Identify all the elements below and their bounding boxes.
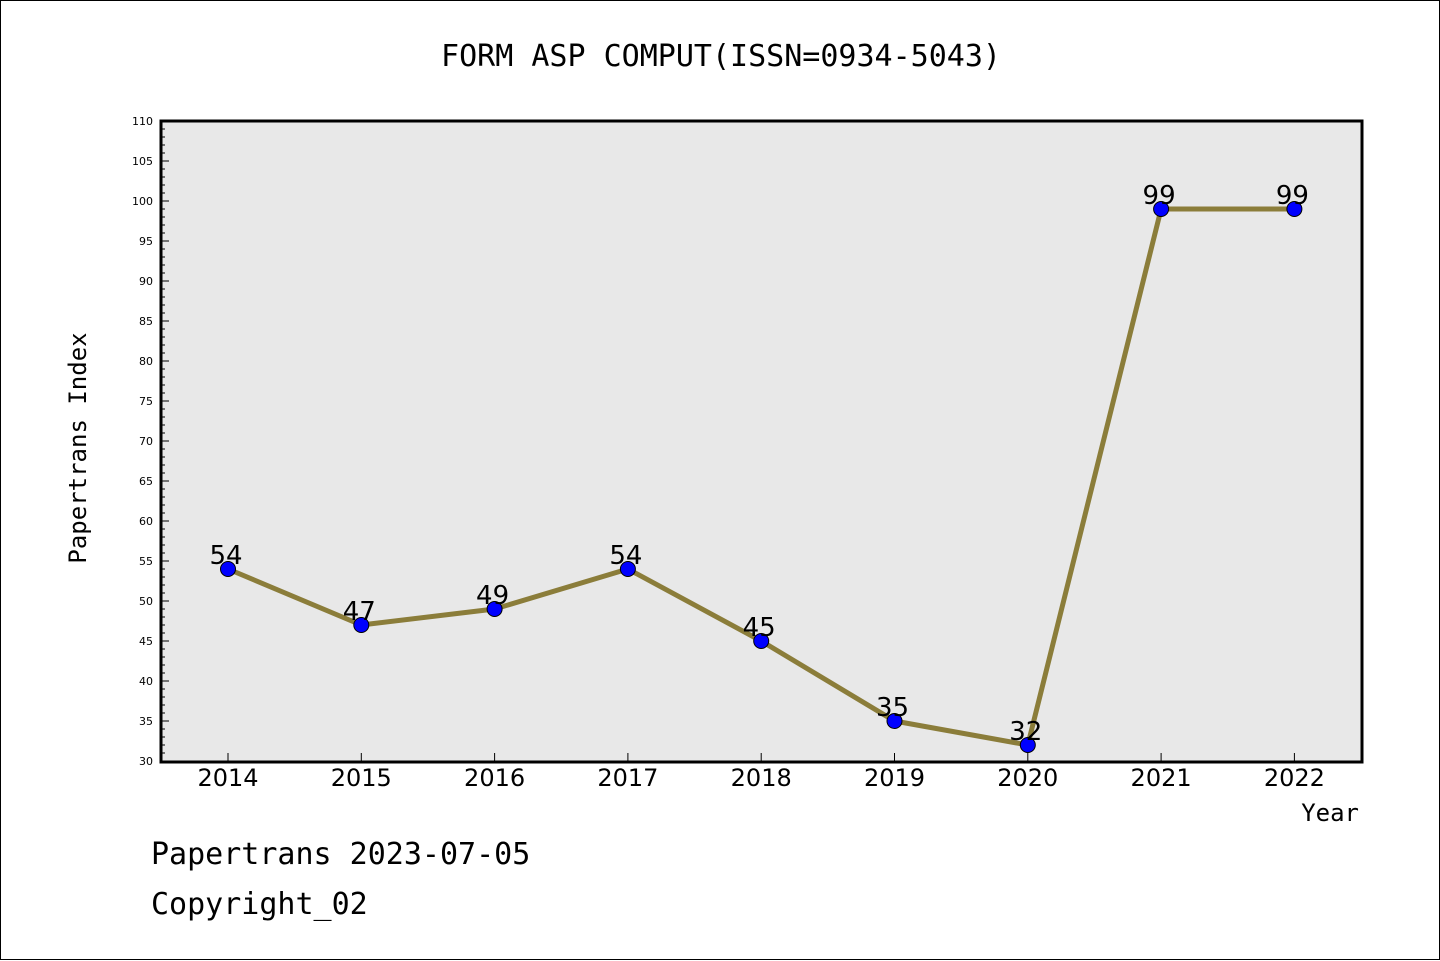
data-label: 45 [743, 613, 776, 643]
series-line [220, 201, 1303, 753]
data-point [619, 561, 636, 577]
data-labels: 54 47 49 54 45 35 32 99 99 [209, 181, 1308, 747]
x-axis-ticks: 2014 2015 2016 2017 2018 2019 2020 2021 2022 [197, 753, 1325, 792]
y-axis-label: Papertrans Index [64, 332, 92, 563]
footer-copyright: Copyright_02 [151, 887, 368, 922]
data-label: 99 [1143, 181, 1176, 211]
data-label: 32 [1009, 717, 1042, 747]
data-point [1286, 201, 1303, 217]
data-point [353, 617, 370, 633]
x-tick-label: 2017 [597, 764, 658, 792]
data-point [486, 601, 503, 617]
y-tick-label: 100 [132, 195, 153, 208]
y-tick-label: 75 [139, 395, 153, 408]
y-axis-ticks: 30 35 40 45 50 55 60 65 70 75 80 85 90 95 100 105 110 [132, 115, 169, 768]
x-tick-label: 2020 [997, 764, 1058, 792]
data-label: 49 [476, 581, 509, 611]
x-tick-label: 2018 [731, 764, 792, 792]
y-tick-label: 70 [139, 435, 153, 448]
data-label: 35 [876, 693, 909, 723]
data-point [886, 713, 903, 729]
y-tick-label: 65 [139, 475, 153, 488]
data-point [1019, 737, 1036, 753]
y-tick-label: 95 [139, 235, 153, 248]
y-tick-label: 40 [139, 675, 153, 688]
x-tick-label: 2014 [197, 764, 258, 792]
x-tick-label: 2015 [331, 764, 392, 792]
y-tick-label: 60 [139, 515, 153, 528]
chart-title: FORM ASP COMPUT(ISSN=0934-5043) [441, 39, 1001, 74]
y-tick-label: 90 [139, 275, 153, 288]
data-label: 47 [343, 597, 376, 627]
data-label: 99 [1276, 181, 1309, 211]
data-label: 54 [609, 541, 642, 571]
x-tick-label: 2016 [464, 764, 525, 792]
plot-area [159, 119, 1364, 764]
y-tick-label: 105 [132, 155, 153, 168]
x-tick-label: 2022 [1264, 764, 1325, 792]
footer-date: Papertrans 2023-07-05 [151, 837, 531, 872]
y-tick-label: 85 [139, 315, 153, 328]
y-tick-label: 35 [139, 715, 153, 728]
x-axis-label: Year [1301, 799, 1359, 827]
x-tick-label: 2019 [864, 764, 925, 792]
x-tick-label: 2021 [1131, 764, 1192, 792]
y-tick-label: 80 [139, 355, 153, 368]
data-label: 54 [209, 541, 242, 571]
y-tick-label: 50 [139, 595, 153, 608]
data-point [753, 633, 770, 649]
y-tick-label: 55 [139, 555, 153, 568]
y-tick-label: 110 [132, 115, 153, 128]
y-tick-label: 45 [139, 635, 153, 648]
data-point [1153, 201, 1170, 217]
data-point [220, 561, 236, 577]
y-tick-label: 30 [139, 755, 153, 768]
